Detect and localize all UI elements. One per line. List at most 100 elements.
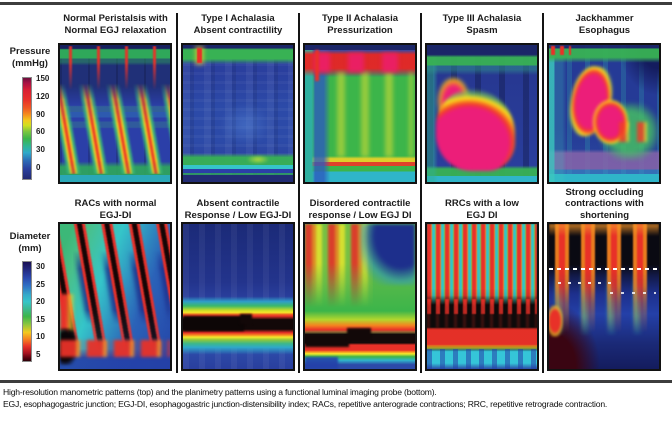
bottom-rule xyxy=(0,380,672,383)
dashed-reference-line xyxy=(609,292,656,295)
title-line: shortening xyxy=(579,209,630,221)
heatmap-feature xyxy=(305,337,349,348)
heatmap-disordered-contractile xyxy=(303,222,417,371)
heatmap-jackhammer xyxy=(547,43,661,184)
diameter-colorbar xyxy=(22,261,32,362)
panel-title-normal-peristalsis: Normal Peristalsis with Normal EGJ relax… xyxy=(55,13,176,37)
heatmap-feature xyxy=(435,88,515,172)
title-line: Jackhammer xyxy=(575,13,634,24)
title-line: RACs with normal xyxy=(74,198,157,209)
title-line: Type III Achalasia xyxy=(442,13,522,24)
diameter-tick: 15 xyxy=(36,314,45,324)
pressure-colorbar xyxy=(22,77,32,180)
diameter-tick: 25 xyxy=(36,279,45,289)
diameter-tick: 10 xyxy=(36,332,45,342)
heatmap-feature xyxy=(549,224,659,338)
diameter-label-line2: (mm) xyxy=(18,242,42,254)
title-line: Disordered contractile xyxy=(309,198,411,209)
pressure-tick: 60 xyxy=(36,127,45,137)
heatmap-type2-achalasia xyxy=(303,43,417,184)
heatmap-type1-achalasia xyxy=(181,43,295,184)
pressure-tick: 90 xyxy=(36,109,45,119)
heatmap-feature xyxy=(240,313,253,325)
heatmap-feature xyxy=(60,293,76,332)
heatmap-feature xyxy=(346,328,371,339)
pressure-colorbar-ticks: 150 120 90 60 30 0 xyxy=(36,74,60,172)
title-line: Type II Achalasia xyxy=(321,13,399,24)
panel-title-absent-contractile: Absent contractile Response / Low EGJ-DI xyxy=(178,185,298,221)
title-line: Strong occluding xyxy=(565,186,644,198)
heatmap-feature xyxy=(427,305,537,329)
panel-divider xyxy=(176,13,178,373)
dashed-reference-line xyxy=(549,267,659,270)
pressure-tick: 30 xyxy=(36,145,45,155)
top-rule xyxy=(0,2,672,5)
title-line: Spasm xyxy=(466,25,498,36)
panel-divider xyxy=(298,13,300,373)
pressure-tick: 120 xyxy=(36,91,50,101)
diameter-tick: 30 xyxy=(36,262,45,271)
heatmap-feature xyxy=(60,83,170,174)
heatmap-feature xyxy=(314,50,319,81)
panel-title-strong-occluding: Strong occluding contractions with short… xyxy=(544,185,665,221)
heatmap-feature xyxy=(60,340,170,358)
panel-title-disordered-contractile: Disordered contractile response / Low EG… xyxy=(300,185,420,221)
heatmap-normal-peristalsis xyxy=(58,43,172,184)
title-line: Pressurization xyxy=(327,25,393,36)
heatmap-feature xyxy=(427,224,537,306)
title-line: Normal EGJ relaxation xyxy=(64,25,167,36)
heatmap-feature xyxy=(619,121,655,143)
heatmap-feature xyxy=(246,154,269,165)
panel-title-type2-achalasia: Type II Achalasia Pressurization xyxy=(300,13,420,37)
panel-divider xyxy=(420,13,422,373)
title-line: Absent contractility xyxy=(193,25,283,36)
heatmap-racs xyxy=(58,222,172,371)
pressure-tick: 0 xyxy=(36,162,41,172)
dashed-reference-line xyxy=(557,282,619,284)
heatmap-feature xyxy=(549,224,659,236)
diameter-colorbar-ticks: 30 25 20 15 10 5 xyxy=(36,262,60,359)
heatmap-feature xyxy=(219,102,273,147)
heatmap-feature xyxy=(313,53,415,73)
title-line: Type I Achalasia xyxy=(201,13,275,24)
heatmap-feature xyxy=(305,357,338,369)
figure-caption-line1: High-resolution manometric patterns (top… xyxy=(3,387,437,397)
heatmap-rrcs xyxy=(425,222,539,371)
title-line: Response / Low EGJ-DI xyxy=(184,209,292,221)
pressure-axis-label: Pressure (mmHg) xyxy=(4,46,56,69)
title-line: response / Low EGJ DI xyxy=(308,209,412,221)
heatmap-feature xyxy=(360,224,415,285)
panel-divider xyxy=(542,13,544,373)
panel-title-type3-achalasia: Type III Achalasia Spasm xyxy=(422,13,542,37)
heatmap-feature xyxy=(549,305,564,338)
diameter-label-line1: Diameter xyxy=(9,231,51,242)
figure-caption-line2: EGJ, esophagogastric junction; EGJ-DI, e… xyxy=(3,399,608,409)
heatmap-feature xyxy=(197,47,203,63)
panel-title-jackhammer: Jackhammer Esophagus xyxy=(544,13,665,37)
panel-title-racs: RACs with normal EGJ-DI xyxy=(55,185,176,221)
heatmap-feature xyxy=(60,46,170,91)
pressure-label-line1: Pressure xyxy=(9,46,51,57)
diameter-tick: 20 xyxy=(36,297,45,307)
pressure-tick: 150 xyxy=(36,74,50,83)
panel-title-rrcs: RRCs with a low EGJ DI xyxy=(422,185,542,221)
diameter-tick: 5 xyxy=(36,349,41,359)
heatmap-feature xyxy=(183,316,244,331)
heatmap-feature xyxy=(427,348,537,369)
heatmap-feature xyxy=(60,224,170,353)
title-line: contractions with xyxy=(565,198,644,209)
heatmap-feature xyxy=(427,299,537,314)
title-line: Normal Peristalsis with xyxy=(63,13,168,24)
heatmap-strong-occluding xyxy=(547,222,661,371)
heatmap-feature xyxy=(551,46,571,55)
heatmap-absent-contractile xyxy=(181,222,295,371)
title-line: RRCs with a low xyxy=(445,198,519,209)
pressure-label-line2: (mmHg) xyxy=(12,57,48,69)
heatmap-type3-achalasia xyxy=(425,43,539,184)
diameter-axis-label: Diameter (mm) xyxy=(4,231,56,254)
heatmap-feature xyxy=(327,72,413,158)
title-line: EGJ DI xyxy=(466,209,498,221)
title-line: Esophagus xyxy=(578,25,631,36)
title-line: Absent contractile xyxy=(196,198,280,209)
